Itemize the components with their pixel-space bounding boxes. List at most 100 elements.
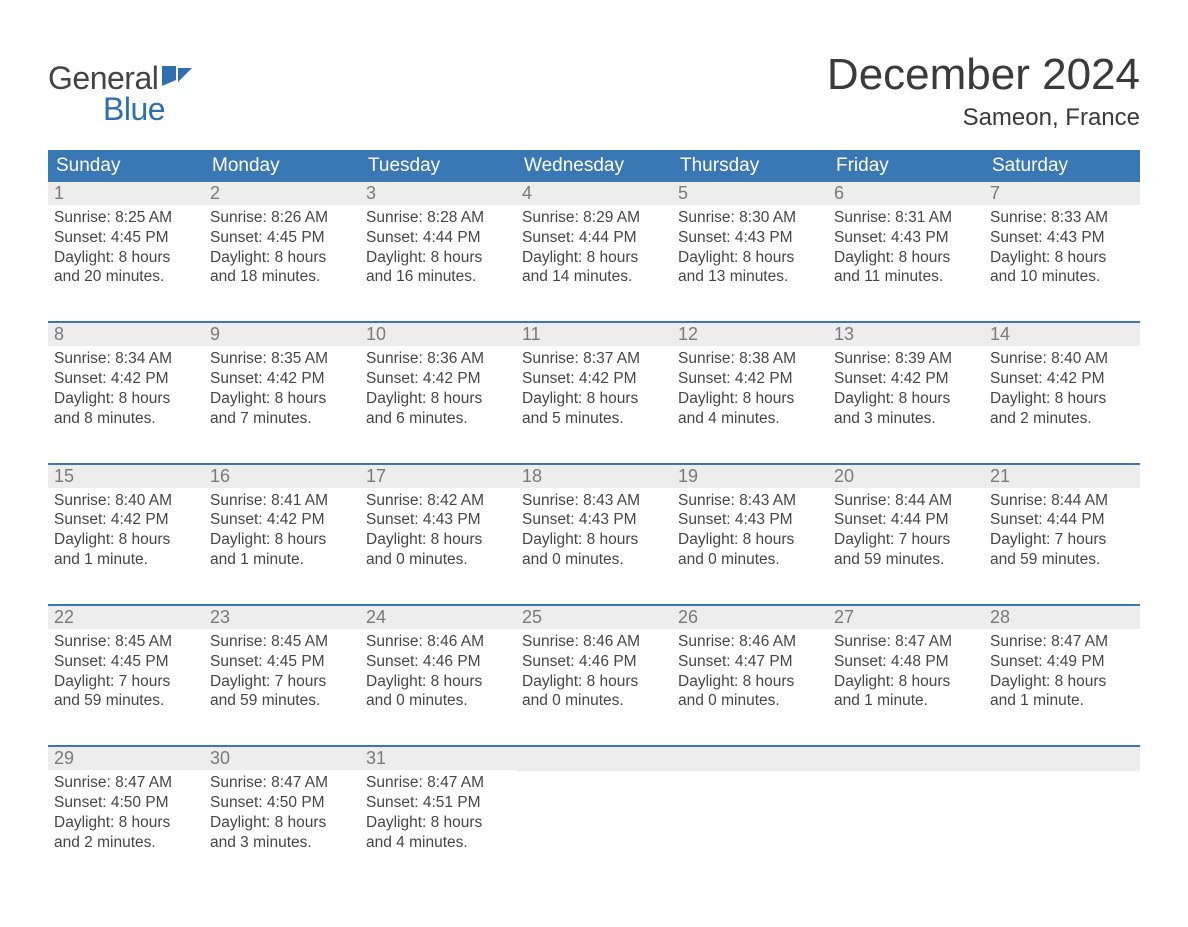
day-cell: 20Sunrise: 8:44 AMSunset: 4:44 PMDayligh… bbox=[828, 465, 984, 574]
day-body: Sunrise: 8:39 AMSunset: 4:42 PMDaylight:… bbox=[828, 346, 984, 432]
day-cell: 29Sunrise: 8:47 AMSunset: 4:50 PMDayligh… bbox=[48, 747, 204, 856]
empty-day-number-bar bbox=[828, 747, 984, 771]
day-cell: 15Sunrise: 8:40 AMSunset: 4:42 PMDayligh… bbox=[48, 465, 204, 574]
sunset-text: Sunset: 4:42 PM bbox=[366, 369, 510, 389]
sunset-text: Sunset: 4:42 PM bbox=[54, 510, 198, 530]
day-number: 20 bbox=[828, 465, 984, 488]
day-number: 12 bbox=[672, 323, 828, 346]
day-cell: 4Sunrise: 8:29 AMSunset: 4:44 PMDaylight… bbox=[516, 182, 672, 291]
day-cell: 30Sunrise: 8:47 AMSunset: 4:50 PMDayligh… bbox=[204, 747, 360, 856]
sunset-text: Sunset: 4:42 PM bbox=[210, 510, 354, 530]
sunrise-text: Sunrise: 8:39 AM bbox=[834, 349, 978, 369]
sunset-text: Sunset: 4:43 PM bbox=[990, 228, 1134, 248]
sunset-text: Sunset: 4:44 PM bbox=[522, 228, 666, 248]
day-body: Sunrise: 8:45 AMSunset: 4:45 PMDaylight:… bbox=[204, 629, 360, 715]
daylight-text: Daylight: 8 hours and 20 minutes. bbox=[54, 248, 198, 288]
empty-day-number-bar bbox=[984, 747, 1140, 771]
day-header: Friday bbox=[828, 150, 984, 182]
day-body: Sunrise: 8:40 AMSunset: 4:42 PMDaylight:… bbox=[48, 488, 204, 574]
day-number: 2 bbox=[204, 182, 360, 205]
day-body: Sunrise: 8:30 AMSunset: 4:43 PMDaylight:… bbox=[672, 205, 828, 291]
daylight-text: Daylight: 8 hours and 3 minutes. bbox=[210, 813, 354, 853]
day-header: Saturday bbox=[984, 150, 1140, 182]
day-header: Sunday bbox=[48, 150, 204, 182]
day-cell: 23Sunrise: 8:45 AMSunset: 4:45 PMDayligh… bbox=[204, 606, 360, 715]
daylight-text: Daylight: 8 hours and 0 minutes. bbox=[522, 672, 666, 712]
daylight-text: Daylight: 8 hours and 2 minutes. bbox=[990, 389, 1134, 429]
empty-day-cell bbox=[828, 747, 984, 856]
daylight-text: Daylight: 8 hours and 1 minute. bbox=[990, 672, 1134, 712]
day-cell: 26Sunrise: 8:46 AMSunset: 4:47 PMDayligh… bbox=[672, 606, 828, 715]
day-body: Sunrise: 8:47 AMSunset: 4:51 PMDaylight:… bbox=[360, 770, 516, 856]
day-cell: 8Sunrise: 8:34 AMSunset: 4:42 PMDaylight… bbox=[48, 323, 204, 432]
sunrise-text: Sunrise: 8:28 AM bbox=[366, 208, 510, 228]
day-cell: 9Sunrise: 8:35 AMSunset: 4:42 PMDaylight… bbox=[204, 323, 360, 432]
sunset-text: Sunset: 4:45 PM bbox=[54, 228, 198, 248]
sunrise-text: Sunrise: 8:40 AM bbox=[54, 491, 198, 511]
day-cell: 3Sunrise: 8:28 AMSunset: 4:44 PMDaylight… bbox=[360, 182, 516, 291]
day-cell: 18Sunrise: 8:43 AMSunset: 4:43 PMDayligh… bbox=[516, 465, 672, 574]
sunset-text: Sunset: 4:43 PM bbox=[366, 510, 510, 530]
sunrise-text: Sunrise: 8:47 AM bbox=[366, 773, 510, 793]
day-cell: 24Sunrise: 8:46 AMSunset: 4:46 PMDayligh… bbox=[360, 606, 516, 715]
sunset-text: Sunset: 4:44 PM bbox=[990, 510, 1134, 530]
day-cell: 25Sunrise: 8:46 AMSunset: 4:46 PMDayligh… bbox=[516, 606, 672, 715]
week-row: 8Sunrise: 8:34 AMSunset: 4:42 PMDaylight… bbox=[48, 321, 1140, 432]
calendar-table: SundayMondayTuesdayWednesdayThursdayFrid… bbox=[48, 150, 1140, 857]
daylight-text: Daylight: 7 hours and 59 minutes. bbox=[834, 530, 978, 570]
logo: General Blue bbox=[48, 60, 192, 128]
day-body: Sunrise: 8:44 AMSunset: 4:44 PMDaylight:… bbox=[828, 488, 984, 574]
day-header: Monday bbox=[204, 150, 360, 182]
sunrise-text: Sunrise: 8:46 AM bbox=[678, 632, 822, 652]
sunrise-text: Sunrise: 8:38 AM bbox=[678, 349, 822, 369]
week-row: 29Sunrise: 8:47 AMSunset: 4:50 PMDayligh… bbox=[48, 745, 1140, 856]
day-body: Sunrise: 8:47 AMSunset: 4:50 PMDaylight:… bbox=[204, 770, 360, 856]
day-body: Sunrise: 8:41 AMSunset: 4:42 PMDaylight:… bbox=[204, 488, 360, 574]
day-body: Sunrise: 8:42 AMSunset: 4:43 PMDaylight:… bbox=[360, 488, 516, 574]
daylight-text: Daylight: 8 hours and 0 minutes. bbox=[678, 530, 822, 570]
sunrise-text: Sunrise: 8:29 AM bbox=[522, 208, 666, 228]
day-cell: 13Sunrise: 8:39 AMSunset: 4:42 PMDayligh… bbox=[828, 323, 984, 432]
day-number: 17 bbox=[360, 465, 516, 488]
day-body: Sunrise: 8:38 AMSunset: 4:42 PMDaylight:… bbox=[672, 346, 828, 432]
day-number: 28 bbox=[984, 606, 1140, 629]
day-body: Sunrise: 8:47 AMSunset: 4:49 PMDaylight:… bbox=[984, 629, 1140, 715]
logo-word2: Blue bbox=[103, 91, 165, 128]
sunset-text: Sunset: 4:42 PM bbox=[54, 369, 198, 389]
sunrise-text: Sunrise: 8:47 AM bbox=[990, 632, 1134, 652]
day-header: Wednesday bbox=[516, 150, 672, 182]
sunrise-text: Sunrise: 8:44 AM bbox=[990, 491, 1134, 511]
sunrise-text: Sunrise: 8:26 AM bbox=[210, 208, 354, 228]
title-block: December 2024 Sameon, France bbox=[827, 40, 1140, 142]
daylight-text: Daylight: 8 hours and 1 minute. bbox=[54, 530, 198, 570]
daylight-text: Daylight: 8 hours and 0 minutes. bbox=[366, 672, 510, 712]
daylight-text: Daylight: 8 hours and 7 minutes. bbox=[210, 389, 354, 429]
day-cell: 21Sunrise: 8:44 AMSunset: 4:44 PMDayligh… bbox=[984, 465, 1140, 574]
location-subtitle: Sameon, France bbox=[827, 104, 1140, 132]
sunset-text: Sunset: 4:45 PM bbox=[54, 652, 198, 672]
sunrise-text: Sunrise: 8:47 AM bbox=[834, 632, 978, 652]
day-body: Sunrise: 8:29 AMSunset: 4:44 PMDaylight:… bbox=[516, 205, 672, 291]
day-number: 27 bbox=[828, 606, 984, 629]
header-area: General Blue December 2024 Sameon, Franc… bbox=[48, 40, 1140, 142]
sunset-text: Sunset: 4:44 PM bbox=[834, 510, 978, 530]
day-header: Thursday bbox=[672, 150, 828, 182]
sunset-text: Sunset: 4:43 PM bbox=[678, 510, 822, 530]
day-number: 15 bbox=[48, 465, 204, 488]
day-body: Sunrise: 8:46 AMSunset: 4:47 PMDaylight:… bbox=[672, 629, 828, 715]
day-number: 10 bbox=[360, 323, 516, 346]
day-number: 25 bbox=[516, 606, 672, 629]
day-cell: 16Sunrise: 8:41 AMSunset: 4:42 PMDayligh… bbox=[204, 465, 360, 574]
day-body: Sunrise: 8:31 AMSunset: 4:43 PMDaylight:… bbox=[828, 205, 984, 291]
sunset-text: Sunset: 4:45 PM bbox=[210, 652, 354, 672]
daylight-text: Daylight: 8 hours and 0 minutes. bbox=[678, 672, 822, 712]
sunset-text: Sunset: 4:50 PM bbox=[54, 793, 198, 813]
sunrise-text: Sunrise: 8:37 AM bbox=[522, 349, 666, 369]
day-number: 29 bbox=[48, 747, 204, 770]
day-number: 22 bbox=[48, 606, 204, 629]
sunrise-text: Sunrise: 8:45 AM bbox=[210, 632, 354, 652]
sunrise-text: Sunrise: 8:47 AM bbox=[54, 773, 198, 793]
day-cell: 17Sunrise: 8:42 AMSunset: 4:43 PMDayligh… bbox=[360, 465, 516, 574]
sunrise-text: Sunrise: 8:47 AM bbox=[210, 773, 354, 793]
day-cell: 5Sunrise: 8:30 AMSunset: 4:43 PMDaylight… bbox=[672, 182, 828, 291]
